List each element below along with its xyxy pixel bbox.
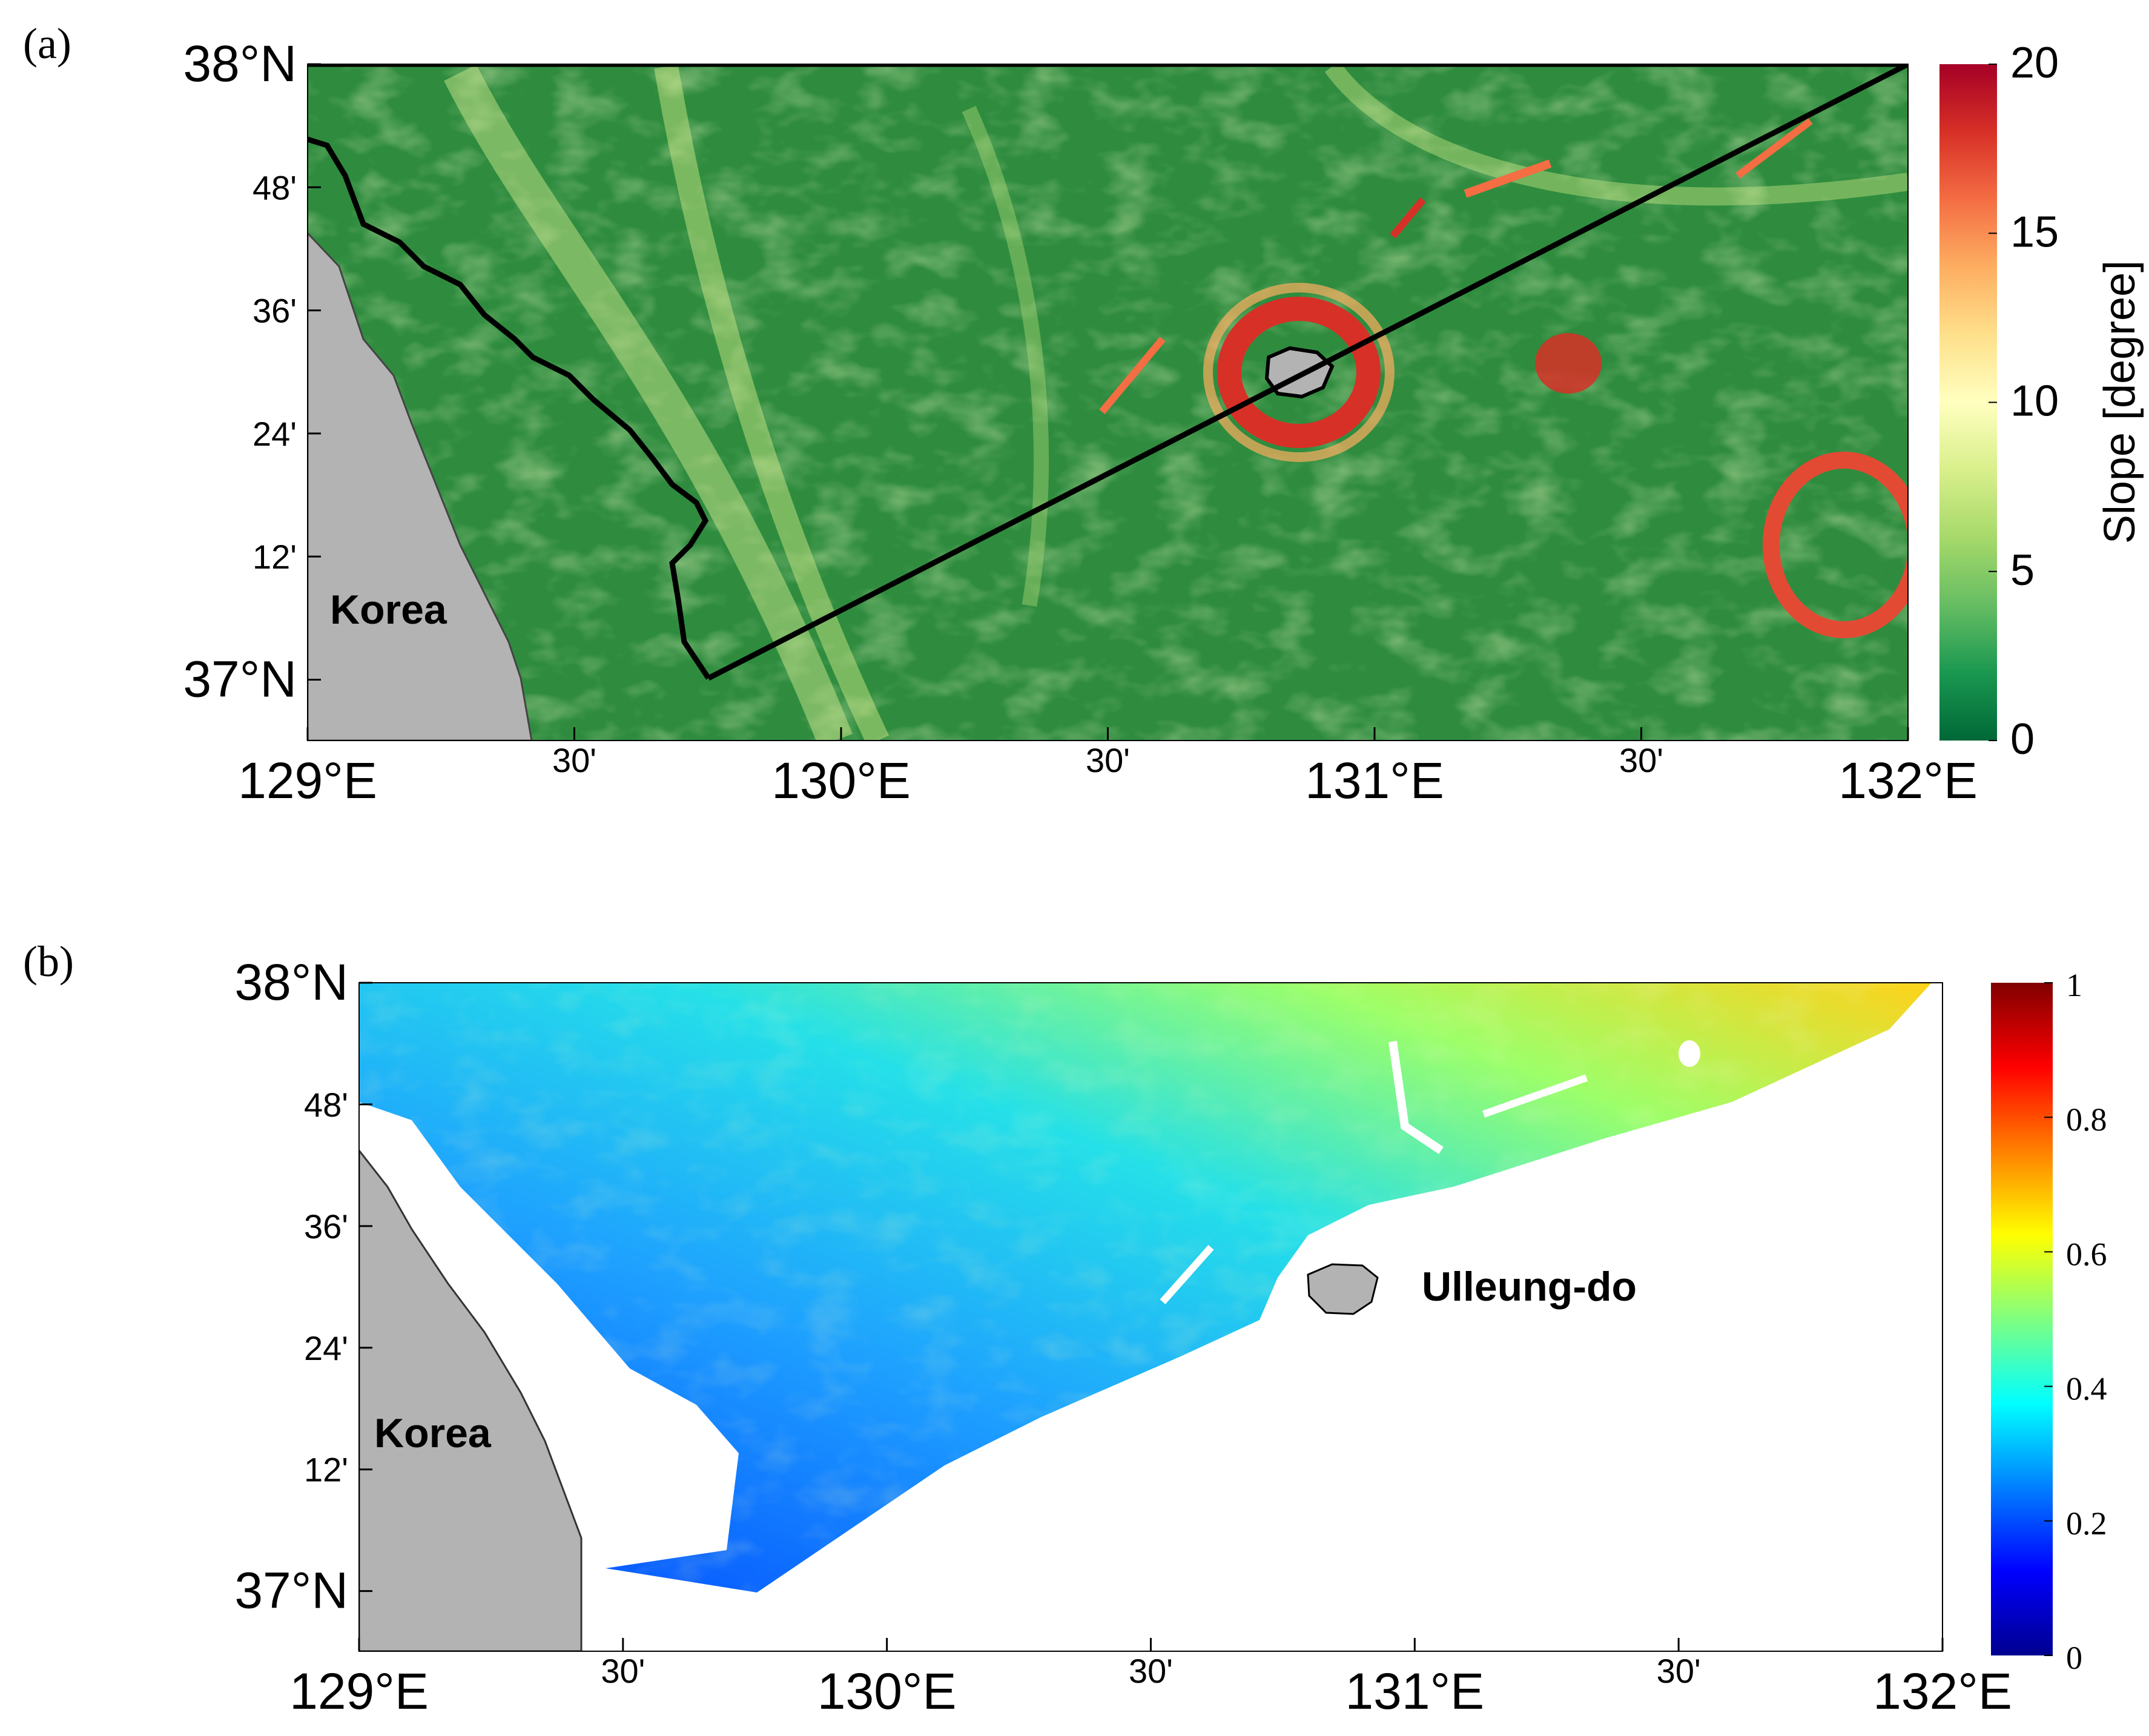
panel-a: (a) Korea <box>23 19 2144 809</box>
panel-letter-b: (b) <box>23 937 74 986</box>
y-tick-label: 37°N <box>183 650 297 707</box>
ridge-slope <box>1390 197 1426 239</box>
x-tick-label: 132°E <box>1873 1663 2012 1720</box>
ridge-slope <box>1735 118 1813 179</box>
y-tick-label: 38°N <box>234 954 348 1011</box>
colorbar-tick-label: 10 <box>2010 377 2059 426</box>
ridge-slope <box>1099 337 1166 414</box>
ulleung-slope-ring <box>1217 297 1381 448</box>
x-tick-label: 132°E <box>1838 752 1978 809</box>
data-gap <box>1388 1041 1444 1154</box>
x-tick-label: 30' <box>601 1652 645 1690</box>
colorbar-tick-label: 5 <box>2010 546 2035 595</box>
colorbar-tick-label: 0.4 <box>2066 1371 2107 1407</box>
colorbar-ticks-a: 0 5 10 15 20 <box>1989 39 2059 764</box>
y-tick-label: 24' <box>253 415 297 453</box>
korea-label-b: Korea <box>374 1410 492 1456</box>
colorbar-a <box>1939 64 1997 741</box>
slope-map-a <box>308 64 1908 741</box>
panel-b: (b) Korea Ulleung-do 129°E 30' 130°E 30' 131… <box>23 937 2107 1720</box>
colorbar-tick-label: 0.2 <box>2066 1505 2107 1542</box>
ridge-slope <box>1464 159 1552 198</box>
y-tick-label: 12' <box>253 538 297 576</box>
x-tick-label: 129°E <box>289 1663 429 1720</box>
data-gap <box>1679 1040 1700 1067</box>
value-map-b <box>359 983 1943 1651</box>
colorbar-tick-label: 15 <box>2010 208 2059 256</box>
slope-band <box>962 105 1049 607</box>
x-tick-label: 30' <box>1086 741 1130 779</box>
colorbar-tick-label: 20 <box>2010 39 2059 87</box>
y-tick-label: 37°N <box>234 1562 348 1619</box>
data-gap <box>1482 1074 1588 1118</box>
y-tick-label: 36' <box>253 292 297 330</box>
y-tick-label: 38°N <box>183 35 297 92</box>
colorbar-title-a: Slope [degree] <box>2096 260 2144 544</box>
colorbar-ticks-b: 0 0.2 0.4 0.6 0.8 1 <box>2044 967 2107 1676</box>
x-tick-label: 30' <box>1657 1652 1701 1690</box>
colorbar-b <box>1991 983 2053 1655</box>
ulleung-island-b <box>1307 1263 1379 1315</box>
x-tick-label: 130°E <box>817 1663 957 1720</box>
x-tick-label: 129°E <box>238 752 377 809</box>
data-texture <box>359 983 1932 1592</box>
colorbar-tick-label: 0.8 <box>2066 1101 2107 1138</box>
colorbar-tick-label: 1 <box>2066 967 2082 1003</box>
ulleung-slope-halo <box>1203 283 1395 462</box>
panel-letter-a: (a) <box>23 19 71 68</box>
korea-label-a: Korea <box>330 587 447 633</box>
slope-band <box>654 64 890 741</box>
axis-ticks-a: 129°E 30' 130°E 30' 131°E 30' 132°E 38°N 48' 36' 2… <box>183 35 1978 809</box>
coastal-boundary-line <box>308 136 711 680</box>
x-tick-label: 130°E <box>771 752 911 809</box>
slope-band <box>444 64 853 741</box>
x-tick-label: 131°E <box>1305 752 1444 809</box>
y-tick-label: 36' <box>304 1207 348 1246</box>
y-tick-label: 24' <box>304 1329 348 1367</box>
seamount-slope <box>1763 452 1908 638</box>
colorbar-tick-label: 0 <box>2010 715 2035 764</box>
korea-land-b <box>359 1149 583 1651</box>
seamount-slope <box>1535 333 1602 394</box>
x-tick-label: 30' <box>1619 741 1663 779</box>
y-tick-label: 48' <box>304 1086 348 1124</box>
korea-land-a <box>308 231 533 741</box>
diagonal-boundary-line <box>707 64 1908 681</box>
colorbar-tick-label: 0.6 <box>2066 1236 2107 1272</box>
colorbar-tick-label: 0 <box>2066 1640 2082 1676</box>
x-tick-label: 30' <box>1129 1652 1173 1690</box>
x-tick-label: 30' <box>552 741 596 779</box>
ulleung-label-b: Ulleung-do <box>1422 1264 1637 1310</box>
x-tick-label: 131°E <box>1345 1663 1484 1720</box>
y-tick-label: 48' <box>253 168 297 206</box>
data-gap <box>1160 1245 1214 1304</box>
axis-ticks-b: 129°E 30' 130°E 30' 131°E 30' 132°E 38°N 48' 36' 2… <box>234 954 2012 1720</box>
y-tick-label: 12' <box>304 1451 348 1489</box>
